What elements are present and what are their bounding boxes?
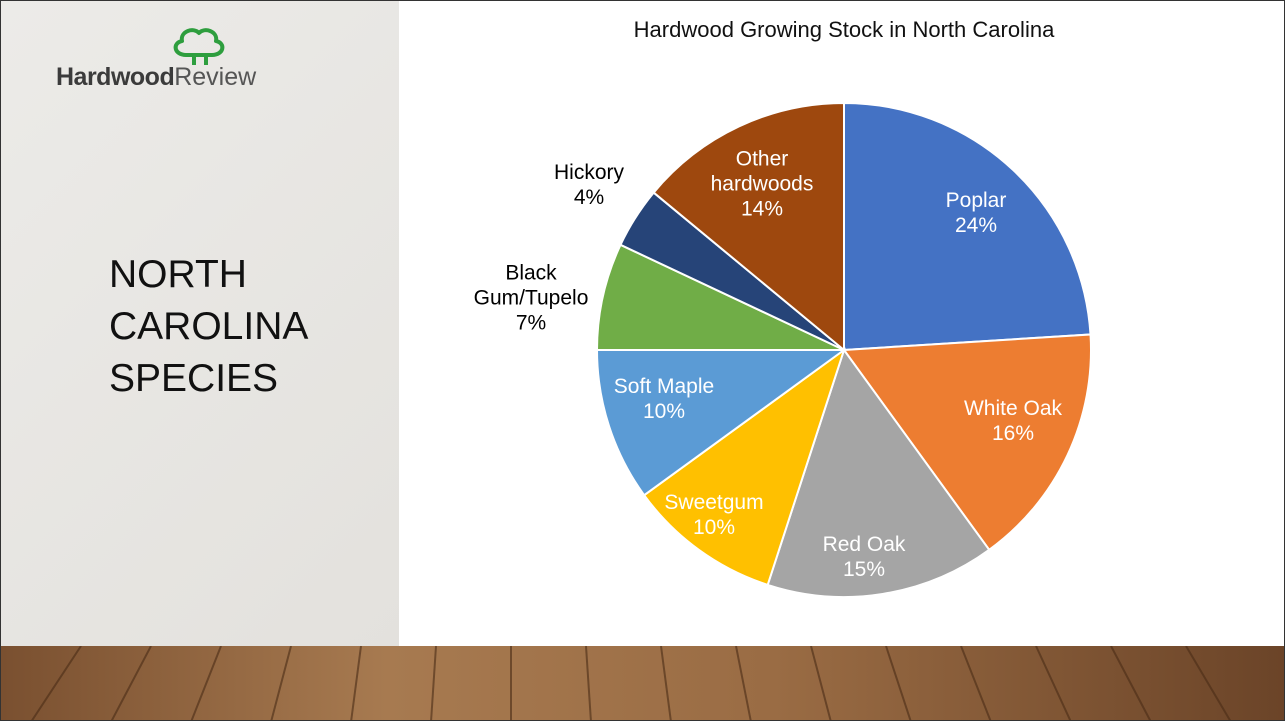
- logo-suffix: Review: [174, 63, 256, 91]
- side-panel: HardwoodReview NORTH CAROLINA SPECIES: [1, 1, 399, 646]
- logo: HardwoodReview: [56, 25, 336, 95]
- chart-title: Hardwood Growing Stock in North Carolina: [634, 17, 1055, 42]
- wood-floor: [1, 646, 1285, 721]
- slide-title: NORTH CAROLINA SPECIES: [109, 249, 359, 405]
- slide: HardwoodReview NORTH CAROLINA SPECIES Ha…: [0, 0, 1285, 721]
- logo-brand: Hardwood: [56, 63, 174, 91]
- chart: Hardwood Growing Stock in North Carolina: [399, 1, 1285, 646]
- page: {"logo": {"brand": "Hardwood", "suffix":…: [0, 0, 1285, 721]
- logo-text: HardwoodReview: [56, 63, 256, 92]
- pie-slice: [844, 103, 1091, 350]
